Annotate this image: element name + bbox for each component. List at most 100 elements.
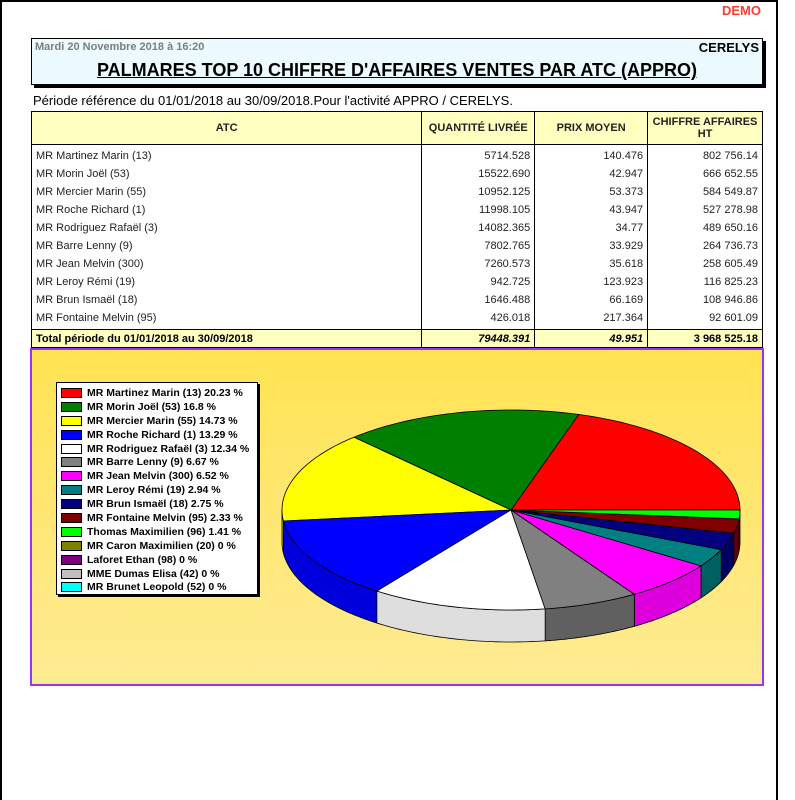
- legend-swatch-icon: [61, 485, 82, 496]
- legend-swatch-icon: [61, 415, 82, 426]
- legend-swatch-icon: [61, 499, 82, 510]
- legend-item: MR Caron Maximilien (20) 0 %: [61, 539, 257, 553]
- revenue-cell: 489 650.16: [647, 219, 763, 237]
- quantity-cell: 426.018: [421, 309, 536, 330]
- price-cell: 53.373: [534, 183, 649, 201]
- pie-slice: [510, 508, 636, 610]
- legend-label: MR Jean Melvin (300) 6.52 %: [87, 470, 229, 483]
- period-description: Période référence du 01/01/2018 au 30/09…: [33, 93, 513, 108]
- table-header-row: ATC QUANTITÉ LIVRÉE PRIX MOYEN CHIFFRE A…: [30, 111, 763, 145]
- pie-slice: [510, 509, 723, 567]
- pie-slice: [510, 509, 741, 520]
- revenue-cell: 802 756.14: [647, 144, 763, 165]
- legend-label: MME Dumas Elisa (42) 0 %: [87, 567, 220, 580]
- pie-slice: [282, 509, 512, 592]
- pie-slice: [281, 436, 512, 522]
- legend-item: MR Fontaine Melvin (95) 2.33 %: [61, 511, 257, 525]
- quantity-cell: 14082.365: [421, 219, 536, 237]
- atc-cell: MR Roche Richard (1): [30, 201, 423, 219]
- revenue-cell: 527 278.98: [647, 201, 763, 219]
- table-row: MR Rodriguez Rafaël (3) 14082.365 34.77 489…: [30, 219, 763, 237]
- report-title: PALMARES TOP 10 CHIFFRE D'AFFAIRES VENTE…: [96, 60, 697, 80]
- pie-slice: [375, 509, 546, 611]
- atc-cell: MR Martinez Marin (13): [30, 144, 423, 165]
- atc-cell: MR Barre Lenny (9): [30, 237, 423, 255]
- pie-slice: [510, 509, 740, 534]
- legend-label: MR Morin Joël (53) 16.8 %: [87, 400, 216, 413]
- legend-label: MR Brunet Leopold (52) 0 %: [87, 581, 227, 594]
- chart-panel: MR Martinez Marin (13) 20.23 % MR Morin J…: [30, 348, 764, 686]
- legend-label: MR Fontaine Melvin (95) 2.33 %: [87, 511, 243, 524]
- price-cell: 33.929: [534, 237, 649, 255]
- revenue-cell: 108 946.86: [647, 291, 763, 309]
- column-header-quantity: QUANTITÉ LIVRÉE: [421, 111, 536, 145]
- revenue-cell: 264 736.73: [647, 237, 763, 255]
- price-cell: 35.618: [534, 255, 649, 273]
- legend-label: MR Mercier Marin (55) 14.73 %: [87, 414, 238, 427]
- price-cell: 42.947: [534, 165, 649, 183]
- revenue-cell: 666 652.55: [647, 165, 763, 183]
- pie-slice: [510, 509, 735, 551]
- legend-label: MR Leroy Rémi (19) 2.94 %: [87, 484, 221, 497]
- quantity-cell: 7802.765: [421, 237, 536, 255]
- legend-swatch-icon: [61, 387, 82, 398]
- legend-swatch-icon: [61, 526, 82, 537]
- price-cell: 34.77: [534, 219, 649, 237]
- table-row: MR Martinez Marin (13) 5714.528 140.476 802…: [30, 144, 763, 165]
- legend-swatch-icon: [61, 457, 82, 468]
- legend-label: MR Martinez Marin (13) 20.23 %: [87, 386, 243, 399]
- legend-swatch-icon: [61, 512, 82, 523]
- legend-item: MR Rodriguez Rafaël (3) 12.34 %: [61, 442, 257, 456]
- total-label: Total période du 01/01/2018 au 30/09/201…: [30, 329, 423, 348]
- revenue-cell: 92 601.09: [647, 309, 763, 330]
- pie-chart: [281, 409, 741, 643]
- legend-item: MR Roche Richard (1) 13.29 %: [61, 428, 257, 442]
- legend-item: Laforet Ethan (98) 0 %: [61, 553, 257, 567]
- legend-label: Thomas Maximilien (96) 1.41 %: [87, 525, 242, 538]
- atc-cell: MR Fontaine Melvin (95): [30, 309, 423, 330]
- table-row: MR Roche Richard (1) 11998.105 43.947 527 2…: [30, 201, 763, 219]
- atc-cell: MR Mercier Marin (55): [30, 183, 423, 201]
- legend-label: MR Rodriguez Rafaël (3) 12.34 %: [87, 442, 250, 455]
- atc-cell: MR Morin Joël (53): [30, 165, 423, 183]
- legend-swatch-icon: [61, 568, 82, 579]
- price-cell: 123.923: [534, 273, 649, 291]
- legend-item: MR Martinez Marin (13) 20.23 %: [61, 386, 257, 400]
- legend-item: MR Barre Lenny (9) 6.67 %: [61, 455, 257, 469]
- quantity-cell: 5714.528: [421, 144, 536, 165]
- quantity-cell: 15522.690: [421, 165, 536, 183]
- legend-label: MR Brun Ismaël (18) 2.75 %: [87, 498, 224, 511]
- total-price: 49.951: [534, 329, 649, 348]
- legend-label: MR Barre Lenny (9) 6.67 %: [87, 456, 219, 469]
- total-row: Total période du 01/01/2018 au 30/09/201…: [30, 329, 763, 348]
- table-row: MR Barre Lenny (9) 7802.765 33.929 264 736.…: [30, 237, 763, 255]
- atc-cell: MR Brun Ismaël (18): [30, 291, 423, 309]
- pie-slice: [510, 414, 741, 511]
- table-row: MR Mercier Marin (55) 10952.125 53.373 584 …: [30, 183, 763, 201]
- legend-swatch-icon: [61, 443, 82, 454]
- price-cell: 140.476: [534, 144, 649, 165]
- column-header-atc: ATC: [30, 111, 423, 145]
- price-cell: 43.947: [534, 201, 649, 219]
- legend-item: MR Jean Melvin (300) 6.52 %: [61, 469, 257, 483]
- quantity-cell: 10952.125: [421, 183, 536, 201]
- quantity-cell: 1646.488: [421, 291, 536, 309]
- revenue-cell: 584 549.87: [647, 183, 763, 201]
- pie-slice: [510, 509, 702, 595]
- pie-slice: [352, 409, 580, 511]
- legend-item: MR Morin Joël (53) 16.8 %: [61, 400, 257, 414]
- legend-swatch-icon: [61, 582, 82, 593]
- legend-swatch-icon: [61, 554, 82, 565]
- company-name: CERELYS: [698, 40, 759, 55]
- total-revenue: 3 968 525.18: [647, 329, 763, 348]
- report-header: Mardi 20 Novembre 2018 à 16:20 CERELYS P…: [31, 38, 763, 85]
- table-row: MR Morin Joël (53) 15522.690 42.947 666 652…: [30, 165, 763, 183]
- legend-swatch-icon: [61, 540, 82, 551]
- price-cell: 66.169: [534, 291, 649, 309]
- report-date: Mardi 20 Novembre 2018 à 16:20: [35, 41, 205, 53]
- sales-table: ATC QUANTITÉ LIVRÉE PRIX MOYEN CHIFFRE A…: [30, 111, 763, 348]
- chart-legend: MR Martinez Marin (13) 20.23 % MR Morin J…: [56, 382, 258, 595]
- atc-cell: MR Rodriguez Rafaël (3): [30, 219, 423, 237]
- legend-swatch-icon: [61, 401, 82, 412]
- legend-swatch-icon: [61, 429, 82, 440]
